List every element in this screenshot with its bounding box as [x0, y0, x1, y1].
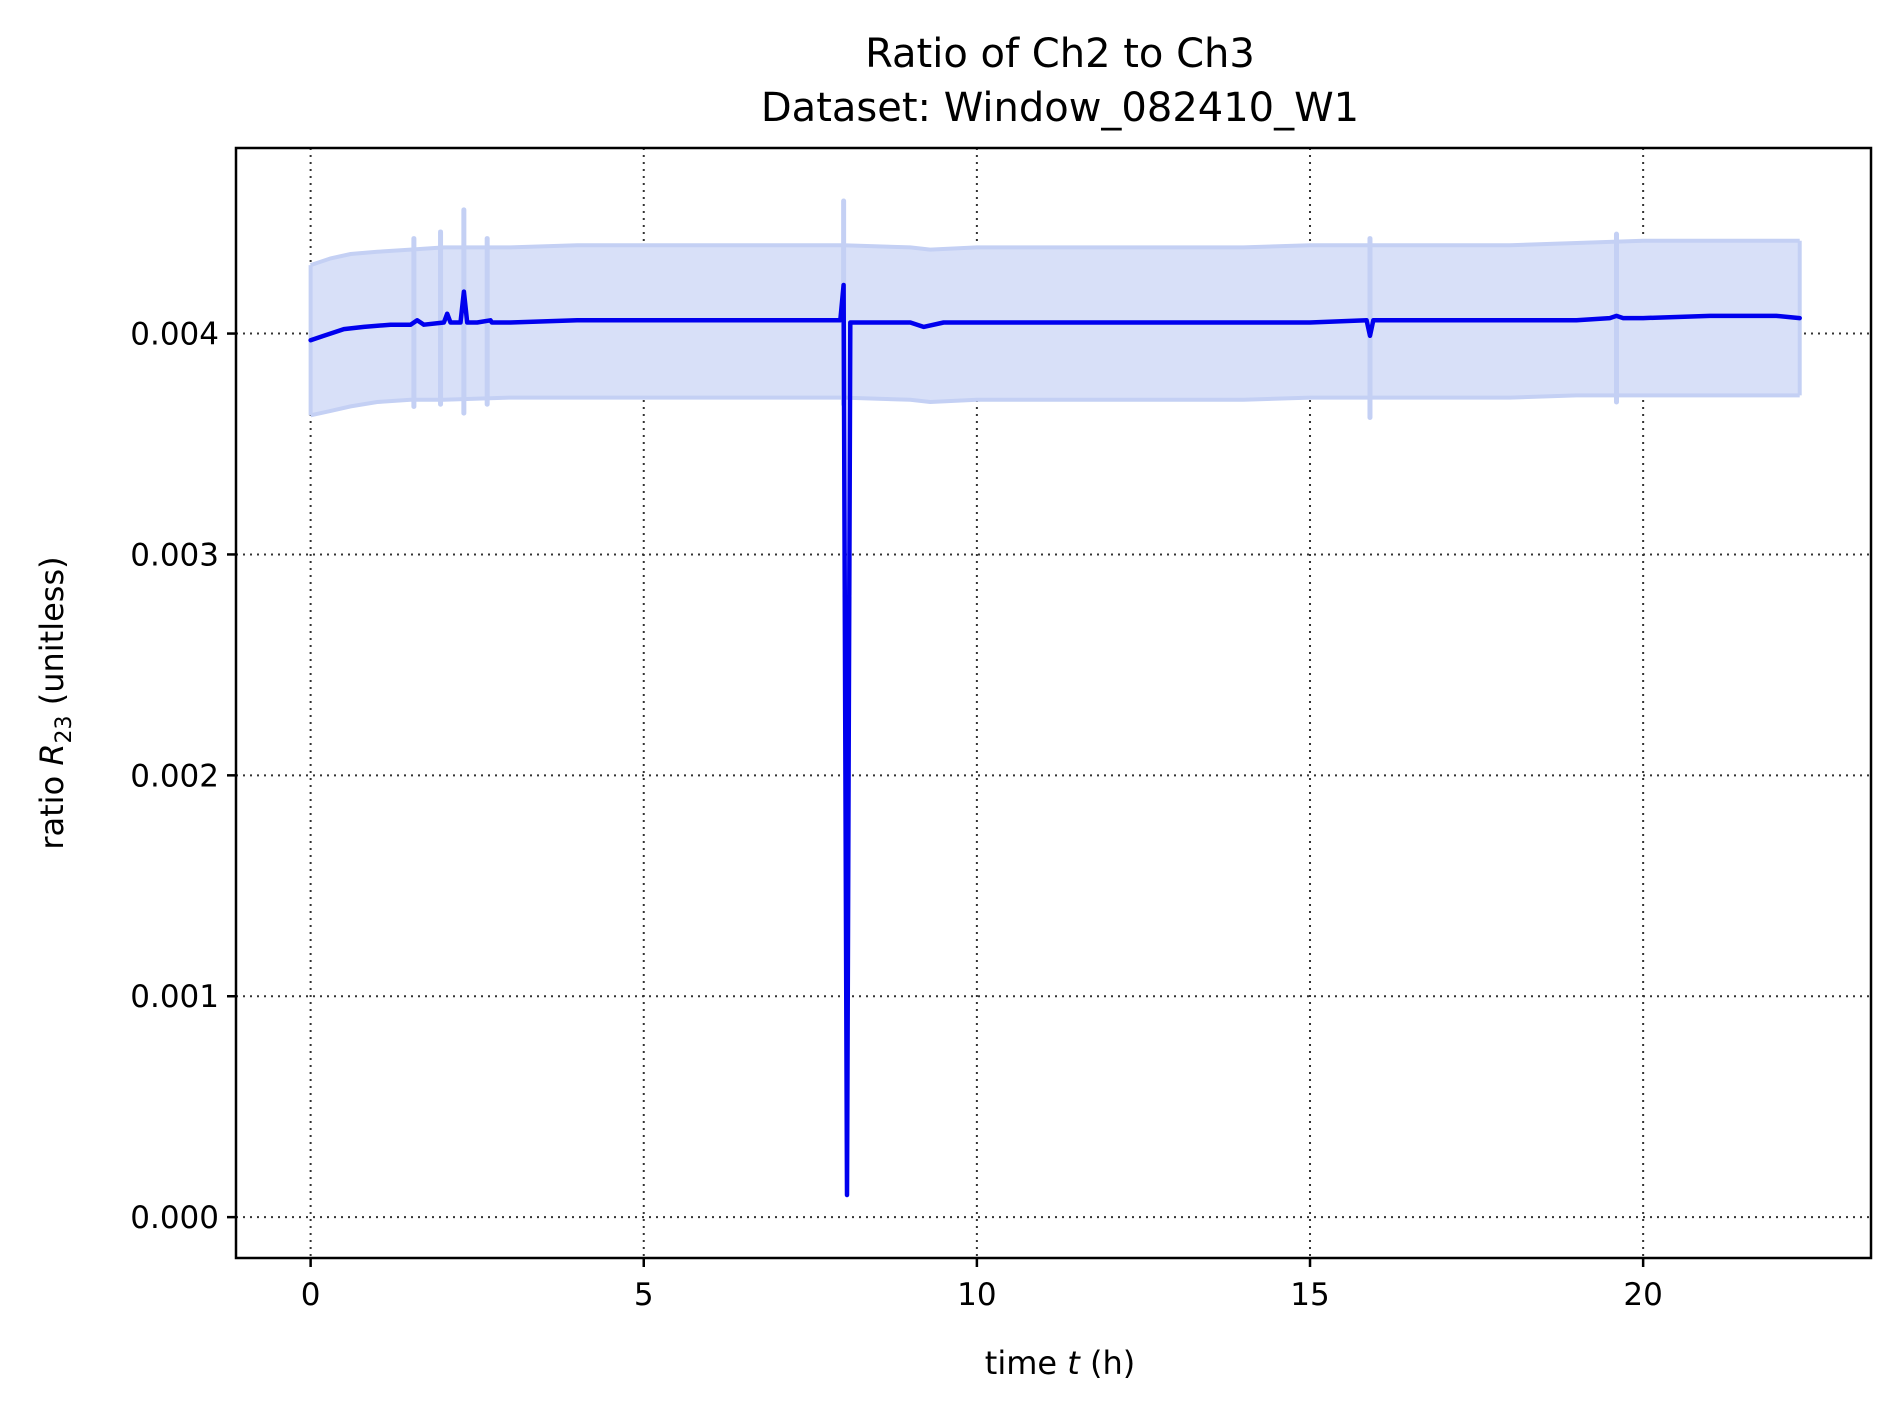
x-tick-label: 0 — [301, 1277, 321, 1313]
chart-title-line2: Dataset: Window_082410_W1 — [761, 85, 1359, 131]
x-tick-label: 10 — [957, 1277, 996, 1313]
y-tick-label: 0.003 — [130, 537, 219, 573]
x-tick-label: 20 — [1623, 1277, 1662, 1313]
band-upper-edge — [309, 238, 1800, 267]
y-tick-label: 0.001 — [130, 979, 219, 1015]
band-area — [310, 240, 1800, 416]
y-tick-label: 0.002 — [130, 758, 219, 794]
series-lines — [308, 282, 1802, 1198]
ratio-series-line — [308, 282, 1802, 1198]
plot-frame — [234, 146, 1873, 1260]
axis-ticks: 0 5 10 15 20 0.000 0.001 0.002 0.003 0.004 — [130, 317, 1663, 1313]
chart-title-line1: Ratio of Ch2 to Ch3 — [865, 31, 1255, 77]
y-tick-label: 0.004 — [130, 317, 219, 353]
x-axis-label: time t (h) — [985, 1344, 1135, 1382]
band-lower-edge — [310, 393, 1800, 418]
confidence-band — [308, 198, 1802, 420]
x-tick-label: 15 — [1290, 1277, 1329, 1313]
y-tick-label: 0.000 — [130, 1200, 219, 1236]
y-axis-label: ratio R23 (unitless) — [33, 556, 77, 849]
x-tick-label: 5 — [634, 1277, 654, 1313]
grid-lines — [236, 148, 1871, 1258]
